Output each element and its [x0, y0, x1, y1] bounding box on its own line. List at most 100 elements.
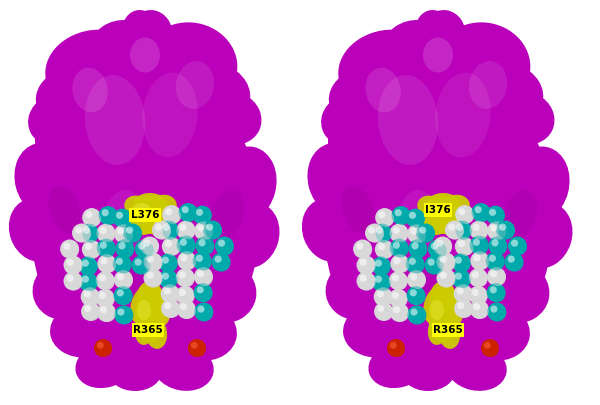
Ellipse shape — [137, 281, 163, 309]
Ellipse shape — [321, 94, 375, 146]
Circle shape — [508, 256, 515, 263]
Circle shape — [359, 274, 376, 290]
Ellipse shape — [210, 190, 244, 240]
Circle shape — [178, 289, 194, 305]
Circle shape — [82, 275, 89, 283]
Circle shape — [440, 271, 447, 279]
Circle shape — [117, 227, 124, 234]
Circle shape — [473, 224, 480, 231]
Circle shape — [197, 270, 213, 286]
Ellipse shape — [105, 190, 145, 250]
Circle shape — [100, 257, 116, 273]
Circle shape — [488, 209, 505, 225]
Circle shape — [378, 211, 385, 218]
Ellipse shape — [341, 186, 374, 234]
Circle shape — [436, 239, 452, 256]
Ellipse shape — [152, 343, 214, 391]
Circle shape — [390, 303, 409, 322]
Circle shape — [114, 270, 133, 289]
Circle shape — [84, 305, 100, 321]
Circle shape — [472, 271, 488, 287]
Ellipse shape — [130, 38, 160, 72]
Ellipse shape — [90, 20, 160, 80]
Circle shape — [431, 242, 447, 258]
Circle shape — [206, 224, 213, 231]
Circle shape — [356, 242, 372, 258]
Circle shape — [163, 224, 179, 240]
Circle shape — [100, 242, 107, 249]
Circle shape — [491, 239, 508, 255]
Ellipse shape — [49, 186, 82, 234]
Circle shape — [473, 303, 480, 310]
Circle shape — [113, 286, 133, 305]
Circle shape — [140, 237, 159, 256]
Ellipse shape — [506, 147, 569, 224]
Circle shape — [79, 256, 98, 275]
Ellipse shape — [134, 193, 166, 213]
Circle shape — [117, 273, 133, 289]
Circle shape — [85, 243, 92, 250]
Circle shape — [95, 289, 115, 308]
Circle shape — [75, 226, 91, 243]
Circle shape — [490, 305, 497, 313]
Circle shape — [490, 270, 506, 286]
Circle shape — [455, 224, 472, 240]
Circle shape — [117, 227, 133, 243]
Ellipse shape — [418, 196, 445, 218]
Circle shape — [101, 209, 118, 225]
Circle shape — [113, 209, 132, 228]
Circle shape — [393, 257, 409, 273]
Circle shape — [72, 224, 91, 243]
Circle shape — [470, 236, 488, 255]
Circle shape — [410, 289, 417, 296]
Circle shape — [469, 221, 488, 240]
Circle shape — [75, 226, 82, 234]
Text: R365: R365 — [133, 325, 163, 335]
Circle shape — [455, 205, 474, 224]
Circle shape — [193, 206, 212, 225]
Circle shape — [490, 286, 497, 294]
Circle shape — [82, 260, 89, 267]
Circle shape — [473, 239, 488, 255]
Circle shape — [64, 271, 83, 290]
Circle shape — [490, 224, 497, 232]
Circle shape — [191, 342, 198, 349]
Circle shape — [472, 289, 488, 305]
Circle shape — [486, 206, 505, 225]
Circle shape — [164, 287, 171, 294]
Circle shape — [394, 257, 401, 264]
Circle shape — [376, 226, 392, 243]
Circle shape — [196, 209, 203, 216]
Ellipse shape — [326, 260, 391, 320]
Circle shape — [356, 271, 376, 290]
Circle shape — [457, 287, 473, 303]
Circle shape — [196, 209, 212, 225]
Circle shape — [473, 239, 480, 246]
Circle shape — [469, 286, 488, 305]
Circle shape — [84, 290, 91, 298]
Ellipse shape — [36, 66, 104, 124]
Circle shape — [448, 224, 455, 231]
Circle shape — [155, 223, 171, 239]
Ellipse shape — [107, 349, 163, 391]
Circle shape — [165, 240, 172, 247]
Circle shape — [409, 258, 425, 274]
Circle shape — [143, 252, 163, 271]
Circle shape — [67, 258, 74, 266]
Circle shape — [378, 243, 385, 250]
Ellipse shape — [307, 143, 368, 217]
Circle shape — [162, 256, 169, 264]
Circle shape — [176, 236, 196, 255]
Circle shape — [80, 287, 100, 306]
Ellipse shape — [127, 10, 173, 60]
Circle shape — [440, 256, 447, 263]
Circle shape — [407, 270, 426, 289]
Circle shape — [196, 254, 212, 271]
Circle shape — [457, 302, 473, 318]
Circle shape — [470, 300, 489, 319]
Ellipse shape — [169, 303, 237, 360]
Circle shape — [484, 342, 499, 357]
Circle shape — [98, 292, 106, 299]
Circle shape — [161, 284, 179, 303]
Circle shape — [191, 342, 206, 357]
